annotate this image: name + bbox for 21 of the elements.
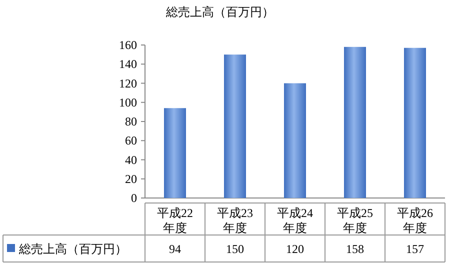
y-tick-label: 100	[119, 95, 137, 110]
x-tick-label: 平成26 年度	[397, 206, 433, 235]
y-tick-label: 0	[131, 191, 137, 205]
x-tick-label: 平成25 年度	[337, 206, 373, 235]
y-tick-label: 140	[119, 57, 137, 72]
data-label: 94	[169, 242, 181, 256]
data-label: 157	[406, 242, 424, 256]
x-tick-label: 平成24 年度	[277, 206, 313, 235]
data-label: 120	[286, 242, 304, 256]
x-tick-label: 平成22 年度	[157, 206, 193, 235]
y-tick-label: 20	[125, 172, 137, 186]
legend-label: 総売上高（百万円）	[18, 242, 127, 256]
y-tick-label: 60	[125, 134, 137, 148]
data-label: 150	[226, 242, 244, 256]
data-label: 158	[346, 242, 364, 256]
y-tick-label: 160	[119, 38, 137, 52]
y-tick-label: 80	[125, 114, 137, 128]
y-tick-label: 120	[119, 76, 137, 90]
chart-title: 総売上高（百万円）	[165, 5, 274, 19]
x-tick-label: 平成23 年度	[217, 206, 253, 235]
y-tick-label: 40	[125, 152, 137, 167]
